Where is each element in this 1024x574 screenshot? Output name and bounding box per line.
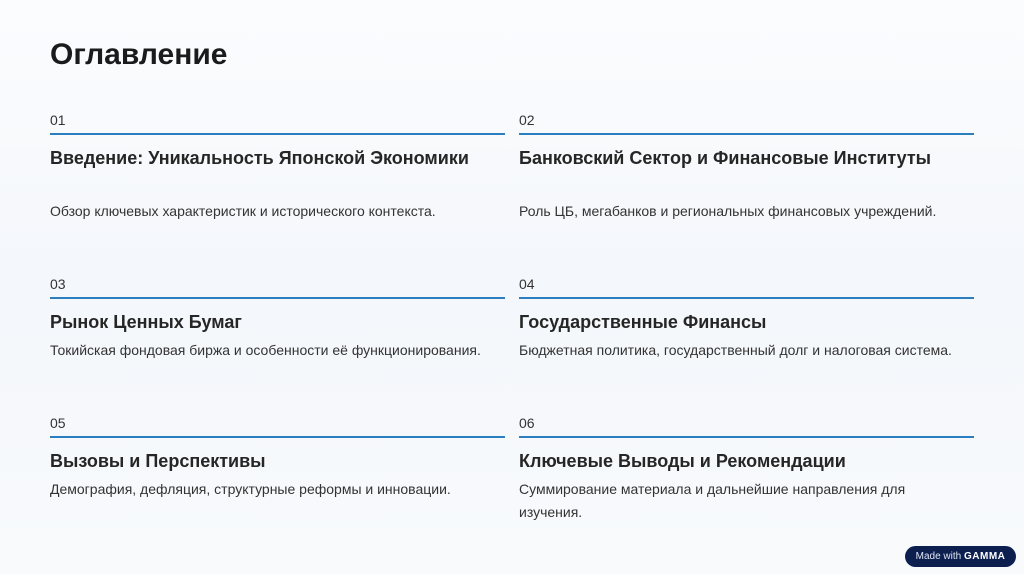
toc-item-01: 01 Введение: Уникальность Японской Эконо… [50,111,505,219]
toc-item-02: 02 Банковский Сектор и Финансовые Инстит… [519,111,974,219]
item-number: 05 [50,415,66,431]
badge-prefix: Made with [915,551,962,562]
item-description: Суммирование материала и дальнейшие напр… [519,481,906,520]
toc-item-06: 06 Ключевые Выводы и Рекомендации Суммир… [519,414,974,520]
toc-item-05: 05 Вызовы и Перспективы Демография, дефл… [50,414,505,497]
item-description: Бюджетная политика, государственный долг… [519,342,952,358]
toc-item-03: 03 Рынок Ценных Бумаг Токийская фондовая… [50,275,505,358]
page-title: Оглавление [50,38,228,71]
divider [50,297,505,299]
item-description: Обзор ключевых характеристик и историчес… [50,203,436,219]
item-title: Рынок Ценных Бумаг [50,312,242,332]
item-number: 03 [50,276,66,292]
item-title: Банковский Сектор и Финансовые Институты [519,148,932,168]
item-description: Демография, дефляция, структурные реформ… [50,481,451,497]
item-title: Введение: Уникальность Японской Экономик… [50,148,469,168]
item-number: 06 [519,415,535,431]
item-description: Токийская фондовая биржа и особенности е… [50,342,481,358]
item-title: Государственные Финансы [519,312,767,332]
gamma-logo: GAMMA [963,551,1006,562]
divider [50,436,505,438]
item-title: Ключевые Выводы и Рекомендации [519,451,846,471]
item-number: 01 [50,112,66,128]
divider [519,436,974,438]
item-number: 04 [519,276,535,292]
item-title: Вызовы и Перспективы [50,451,266,471]
item-number: 02 [519,112,535,128]
divider [50,133,505,135]
toc-item-04: 04 Государственные Финансы Бюджетная пол… [519,275,974,358]
divider [519,133,974,135]
made-with-gamma-badge[interactable]: Made with GAMMA [905,546,1016,567]
item-description: Роль ЦБ, мегабанков и региональных финан… [519,203,937,219]
divider [519,297,974,299]
